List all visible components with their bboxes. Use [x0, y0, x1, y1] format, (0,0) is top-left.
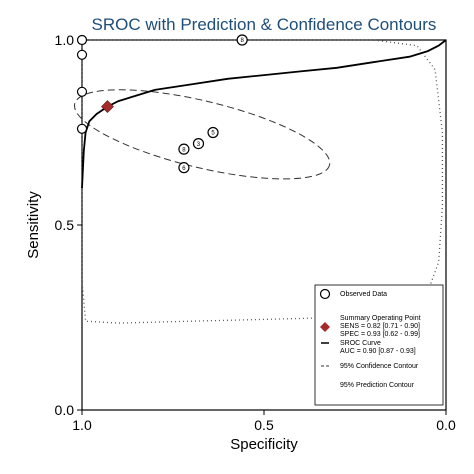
legend-item-confidence: 95% Confidence Contour	[321, 363, 419, 370]
observed-data-marker	[76, 34, 88, 46]
legend: Observed Data Summary Operating PointSENS…	[314, 284, 444, 406]
observed-data-point: 8	[178, 143, 190, 155]
summary-operating-point	[101, 100, 114, 114]
legend-item-prediction: 95% Prediction Contour	[340, 382, 415, 389]
sroc-curve	[81, 39, 447, 189]
observed-data-point	[76, 49, 88, 60]
legend-text: 95% Confidence Contour	[340, 363, 419, 370]
confidence-contour-layer	[73, 89, 331, 180]
x-tick-label: 0.0	[436, 417, 456, 433]
x-tick-label: 0.5	[254, 417, 274, 433]
study-label: 5	[211, 131, 215, 137]
observed-data-marker	[207, 126, 219, 139]
observed-data-marker	[76, 49, 88, 60]
observed-data-point: 6	[178, 162, 190, 174]
observed-data-marker	[76, 86, 88, 97]
y-tick-label: 0.0	[55, 402, 75, 418]
legend-text: Summary Operating Point	[340, 315, 421, 322]
legend-summary-marker	[320, 322, 330, 332]
observed-data-marker	[178, 162, 190, 174]
confidence-contour	[73, 89, 331, 180]
observed-data-layer: 8 5 3 8 6	[76, 34, 248, 174]
study-label: 3	[197, 142, 201, 148]
legend-item-observed: Observed Data	[319, 288, 387, 300]
observed-data-point	[76, 34, 88, 46]
observed-data-point	[76, 86, 88, 97]
observed-data-marker	[236, 34, 248, 46]
legend-text: AUC = 0.90 [0.87 - 0.93]	[340, 348, 416, 355]
sroc-curve-layer	[81, 39, 447, 189]
legend-box	[314, 284, 444, 406]
prediction-contour	[81, 39, 444, 324]
observed-data-point: 5	[207, 126, 219, 139]
legend-text: SPEC = 0.93 [0.62 - 0.99]	[340, 331, 420, 338]
legend-text: SENS = 0.82 [0.71 - 0.90]	[340, 323, 420, 330]
prediction-contour-layer	[81, 39, 444, 324]
study-label: 8	[240, 38, 244, 44]
y-tick-label: 0.5	[55, 217, 75, 233]
legend-text: SROC Curve	[340, 340, 381, 347]
axis-ticks: 1.0 0.5 0.0 0.0 0.5 1.0	[55, 32, 456, 433]
summary-point-layer	[101, 100, 114, 114]
x-axis-title: Specificity	[230, 436, 298, 453]
legend-text: 95% Prediction Contour	[340, 382, 415, 389]
x-tick-label: 1.0	[72, 417, 92, 433]
y-axis-title: Sensitivity	[25, 191, 42, 259]
observed-data-point: 3	[192, 138, 205, 150]
legend-observed-marker	[319, 288, 331, 300]
observed-data-marker	[178, 143, 190, 155]
observed-data-point: 8	[236, 34, 248, 46]
legend-text: Observed Data	[340, 291, 387, 298]
study-label: 6	[182, 166, 186, 172]
observed-data-marker	[76, 123, 88, 134]
observed-data-marker	[192, 138, 205, 150]
chart-title: SROC with Prediction & Confidence Contou…	[92, 15, 437, 34]
y-tick-label: 1.0	[55, 32, 75, 48]
observed-data-point	[76, 123, 88, 134]
study-label: 8	[182, 147, 186, 153]
